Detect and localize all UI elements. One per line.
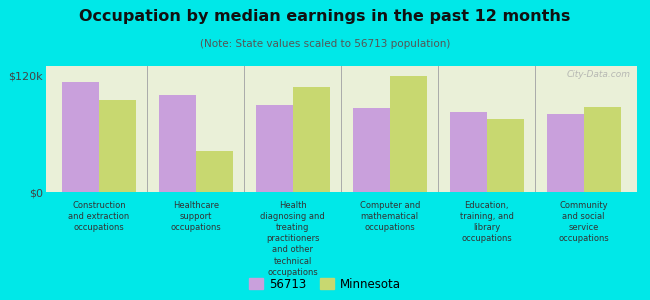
Text: Education,
training, and
library
occupations: Education, training, and library occupat… xyxy=(460,201,514,243)
Text: Health
diagnosing and
treating
practitioners
and other
technical
occupations: Health diagnosing and treating practitio… xyxy=(261,201,325,277)
Bar xyxy=(292,87,330,192)
Bar xyxy=(584,107,621,192)
Bar xyxy=(62,82,99,192)
Bar xyxy=(450,112,487,192)
Text: Healthcare
support
occupations: Healthcare support occupations xyxy=(170,201,221,232)
Bar xyxy=(256,105,292,192)
Text: (Note: State values scaled to 56713 population): (Note: State values scaled to 56713 popu… xyxy=(200,39,450,49)
Text: Computer and
mathematical
occupations: Computer and mathematical occupations xyxy=(359,201,420,232)
Bar xyxy=(547,115,584,192)
Bar xyxy=(196,151,233,192)
Text: City-Data.com: City-Data.com xyxy=(567,70,631,79)
Bar xyxy=(390,76,426,192)
Text: Construction
and extraction
occupations: Construction and extraction occupations xyxy=(68,201,129,232)
Bar xyxy=(487,119,523,192)
Text: Occupation by median earnings in the past 12 months: Occupation by median earnings in the pas… xyxy=(79,9,571,24)
Bar xyxy=(159,95,196,192)
Bar xyxy=(353,108,390,192)
Bar xyxy=(99,100,136,192)
Text: Community
and social
service
occupations: Community and social service occupations xyxy=(558,201,609,243)
Legend: 56713, Minnesota: 56713, Minnesota xyxy=(245,274,405,294)
